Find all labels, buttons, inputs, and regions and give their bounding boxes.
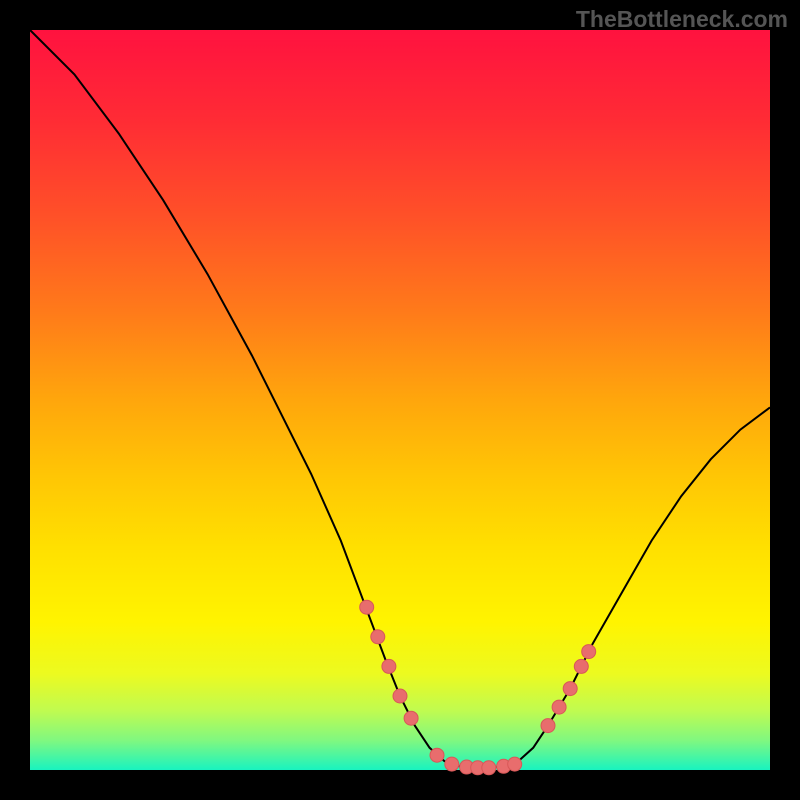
- curve-marker: [482, 761, 496, 775]
- curve-marker: [360, 600, 374, 614]
- bottleneck-chart: [0, 0, 800, 800]
- curve-marker: [508, 757, 522, 771]
- watermark-text: TheBottleneck.com: [576, 6, 788, 33]
- chart-container: TheBottleneck.com: [0, 0, 800, 800]
- curve-marker: [541, 719, 555, 733]
- curve-marker: [404, 711, 418, 725]
- plot-background: [30, 30, 770, 770]
- curve-marker: [552, 700, 566, 714]
- curve-marker: [582, 645, 596, 659]
- curve-marker: [371, 630, 385, 644]
- curve-marker: [563, 682, 577, 696]
- curve-marker: [430, 748, 444, 762]
- curve-marker: [382, 659, 396, 673]
- curve-marker: [574, 659, 588, 673]
- curve-marker: [393, 689, 407, 703]
- curve-marker: [445, 757, 459, 771]
